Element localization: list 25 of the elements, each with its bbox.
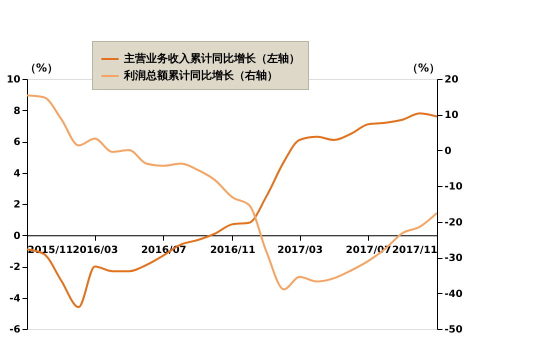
legend-label: 利润总额累计同比增长（右轴） [123,69,278,82]
y2-tick-label: 0 [444,146,452,157]
y-axis-title: （%） [24,62,58,74]
x-tick-label: 2016/03 [72,244,118,256]
y2-tick-label: -20 [444,217,463,228]
legend-label: 主营业务收入累计同比增长（左轴） [123,52,300,65]
y2-tick-label: 20 [444,74,458,86]
y2-tick-label: 10 [444,110,458,122]
y-tick-label: 6 [14,137,21,148]
y-tick-label: 8 [14,106,21,117]
x-tick-label: 2017/11 [392,244,438,256]
y-tick-label: 4 [14,168,21,180]
y2-tick-label: -10 [444,182,463,193]
y-tick-label: -6 [9,324,21,336]
y-tick-label: 2 [14,200,21,210]
y-tick-label: -4 [9,293,21,304]
y-tick-label: 0 [14,230,21,242]
y2-axis-title: （%） [406,62,440,74]
x-tick-label: 2017/03 [277,244,323,256]
x-tick-label: 2016/11 [210,244,256,256]
y-tick-label: 10 [6,74,21,86]
y2-tick-label: -50 [444,324,463,336]
y2-tick-label: -30 [444,253,463,264]
y2-tick-label: -40 [444,288,463,300]
y-tick-label: -2 [9,262,21,273]
